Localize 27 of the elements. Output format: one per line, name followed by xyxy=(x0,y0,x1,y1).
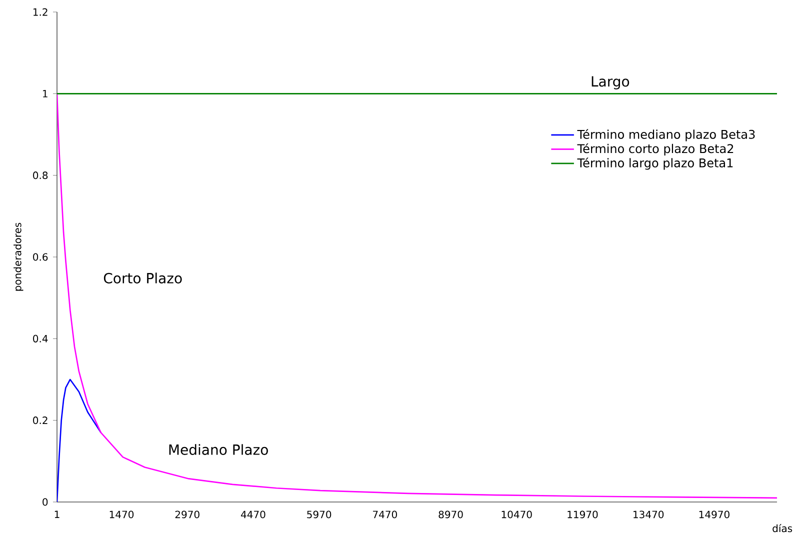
y-tick-label: 0 xyxy=(42,498,48,506)
x-tick-label: 14970 xyxy=(699,510,730,518)
y-tick-label: 0.8 xyxy=(33,172,48,180)
x-tick-label: 4470 xyxy=(240,510,266,518)
x-tick-label: 7470 xyxy=(373,510,397,518)
x-tick-label: 8970 xyxy=(438,510,463,518)
y-tick-label: 0.4 xyxy=(33,334,48,342)
y-tick-label: 0.2 xyxy=(33,416,48,424)
y-tick-label: 1.2 xyxy=(34,8,48,16)
x-tick-label: 1470 xyxy=(110,510,134,518)
x-tick-label: 1 xyxy=(54,510,60,518)
annotation: Largo xyxy=(592,76,630,90)
annotation: Corto Plazo xyxy=(104,272,182,284)
x-tick-label: 2970 xyxy=(175,510,200,518)
x-tick-label: 11970 xyxy=(568,510,598,518)
legend-label: Término mediano plazo Beta3 xyxy=(577,129,755,142)
x-tick-label: 10470 xyxy=(502,510,532,518)
annotation: Mediano Plazo xyxy=(169,444,268,455)
y-axis-title: ponderadores xyxy=(14,222,24,291)
x-tick-label: 5970 xyxy=(307,510,332,518)
x-axis-title: días xyxy=(772,524,792,532)
legend-label: Término largo plazo Beta1 xyxy=(577,158,733,170)
x-tick-label: 13470 xyxy=(634,510,664,518)
line-series xyxy=(57,378,102,502)
legend-label: Término corto plazo Beta2 xyxy=(577,143,734,156)
y-tick-label: 0.6 xyxy=(33,253,48,261)
y-tick-label: 1 xyxy=(43,90,48,98)
